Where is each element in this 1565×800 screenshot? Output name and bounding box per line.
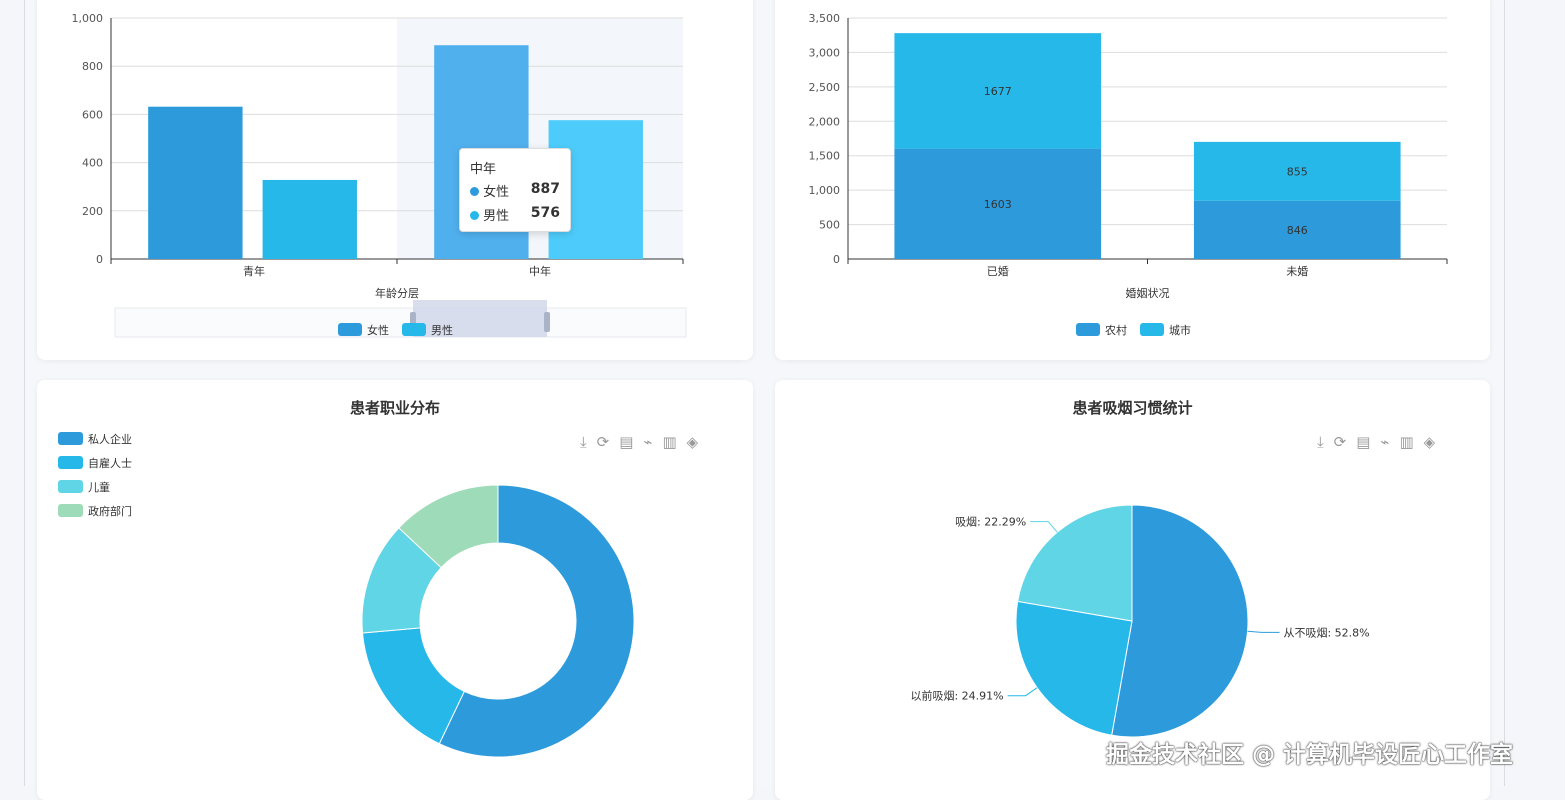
- legend-label: 儿童: [88, 480, 110, 494]
- legend-swatch: [402, 323, 426, 336]
- pie-slice: [1111, 504, 1249, 738]
- chart-tooltip: 中年 女性 887 男性 576: [459, 148, 571, 232]
- smoking-pie-chart: 从不吸烟: 52.8% 以前吸烟: 24.91% 吸烟: 22.29%: [910, 504, 1370, 738]
- y-tick-label: 1,000: [72, 12, 104, 25]
- marital-bar-chart: 0 500 1,000 1,500 2,000 2,500 3,000 3,500 已婚 1603…: [809, 12, 1448, 337]
- y-tick-label: 600: [82, 108, 103, 121]
- legend-swatch: [338, 323, 362, 336]
- legend-swatch: [1076, 323, 1100, 336]
- y-tick-label: 2,000: [809, 115, 841, 128]
- y-tick-label: 2,500: [809, 81, 841, 94]
- x-axis-title: 婚姻状况: [1126, 286, 1170, 300]
- bar: [1193, 200, 1401, 259]
- marital-chart-card: 0 500 1,000 1,500 2,000 2,500 3,000 3,500 已婚 1603…: [775, 0, 1490, 360]
- legend-label: 农村: [1105, 323, 1127, 337]
- stack-icon[interactable]: ◈: [1423, 433, 1436, 451]
- legend-swatch: [58, 480, 83, 493]
- bar-icon[interactable]: ▥: [662, 433, 677, 451]
- tooltip-item-name: 女性: [483, 185, 510, 200]
- bar-icon[interactable]: ▥: [1399, 433, 1414, 451]
- y-tick-label: 0: [833, 253, 840, 266]
- data-zoom-window: [413, 300, 547, 337]
- legend-swatch: [58, 456, 83, 469]
- pie-slice: [1015, 600, 1133, 736]
- y-tick-label: 800: [82, 60, 103, 73]
- x-tick-label: 青年: [243, 264, 265, 278]
- toolbox: ⤓ ⟳ ▤ ⌁ ▥ ◈: [1317, 433, 1435, 451]
- data-label: 1677: [984, 85, 1012, 98]
- label-line: [1007, 687, 1038, 697]
- toolbox: ⤓ ⟳ ▤ ⌁ ▥ ◈: [580, 433, 698, 451]
- bar: [148, 106, 243, 259]
- pie-slice: [438, 484, 635, 758]
- x-tick-label: 已婚: [987, 264, 1009, 278]
- legend-label: 政府部门: [88, 504, 132, 518]
- y-tick-label: 400: [82, 157, 103, 170]
- x-tick-label: 未婚: [1286, 264, 1308, 278]
- occupation-chart-card: 患者职业分布 ⤓ ⟳ ▤ ⌁ ▥ ◈ 私人企业自雇人士儿童政府部门: [37, 380, 753, 800]
- x-tick-label: 中年: [529, 264, 551, 278]
- refresh-icon[interactable]: ⟳: [1333, 433, 1347, 451]
- chart-title: 患者职业分布: [349, 399, 440, 417]
- data-view-icon[interactable]: ▤: [619, 433, 634, 451]
- legend-label: 男性: [431, 323, 453, 337]
- legend-swatch: [1140, 323, 1164, 336]
- label-line: [1030, 521, 1058, 533]
- label-line: [1247, 630, 1280, 633]
- data-label: 1603: [984, 198, 1012, 211]
- tooltip-title: 中年: [470, 162, 497, 177]
- tooltip-item-value: 887: [530, 181, 560, 197]
- slice-label: 以前吸烟: 24.91%: [910, 689, 1003, 703]
- smoking-chart-card: 患者吸烟习惯统计 ⤓ ⟳ ▤ ⌁ ▥ ◈ 从不吸烟: 52.8% 以前吸烟: 24.91% 吸…: [775, 380, 1490, 800]
- slice-label: 从不吸烟: 52.8%: [1283, 625, 1369, 639]
- y-tick-label: 200: [82, 205, 103, 218]
- y-tick-label: 0: [96, 253, 103, 266]
- legend-label: 城市: [1169, 323, 1191, 337]
- x-axis-title: 年龄分层: [375, 286, 419, 300]
- bar: [894, 148, 1102, 259]
- y-tick-label: 1,500: [809, 150, 841, 163]
- download-icon[interactable]: ⤓: [580, 433, 587, 451]
- pie-slice: [1017, 504, 1133, 622]
- line-icon[interactable]: ⌁: [643, 433, 653, 451]
- legend-label: 自雇人士: [88, 456, 132, 470]
- y-tick-label: 3,000: [809, 46, 841, 59]
- y-tick-label: 3,500: [809, 12, 841, 25]
- data-label: 855: [1287, 165, 1308, 178]
- age-chart-card: 0 200 400 600 800 1,000 青年 中年 年龄分层 女性 男性: [37, 0, 753, 360]
- data-zoom-slider: [114, 307, 687, 338]
- bar: [262, 179, 357, 259]
- slice-label: 吸烟: 22.29%: [955, 515, 1026, 529]
- y-tick-label: 1,000: [809, 184, 841, 197]
- stack-icon[interactable]: ◈: [686, 433, 699, 451]
- tooltip-item-name: 男性: [483, 209, 510, 224]
- chart-title: 患者吸烟习惯统计: [1072, 399, 1193, 417]
- pie-slice: [398, 484, 499, 569]
- legend-swatch: [58, 504, 83, 517]
- legend-dot-icon: [470, 211, 479, 220]
- legend-label: 女性: [367, 323, 389, 337]
- legend-label: 私人企业: [88, 432, 132, 446]
- data-label: 846: [1287, 224, 1308, 237]
- data-zoom-handle: [544, 312, 550, 332]
- watermark: 掘金技术社区 @ 计算机毕设匠心工作室: [1106, 742, 1514, 768]
- bar: [894, 33, 1102, 149]
- legend-swatch: [58, 432, 83, 445]
- refresh-icon[interactable]: ⟳: [596, 433, 610, 451]
- bar: [1193, 141, 1401, 201]
- data-view-icon[interactable]: ▤: [1356, 433, 1371, 451]
- download-icon[interactable]: ⤓: [1317, 433, 1324, 451]
- tooltip-item-value: 576: [530, 205, 560, 221]
- y-tick-label: 500: [819, 219, 840, 232]
- legend-dot-icon: [470, 187, 479, 196]
- line-icon[interactable]: ⌁: [1380, 433, 1390, 451]
